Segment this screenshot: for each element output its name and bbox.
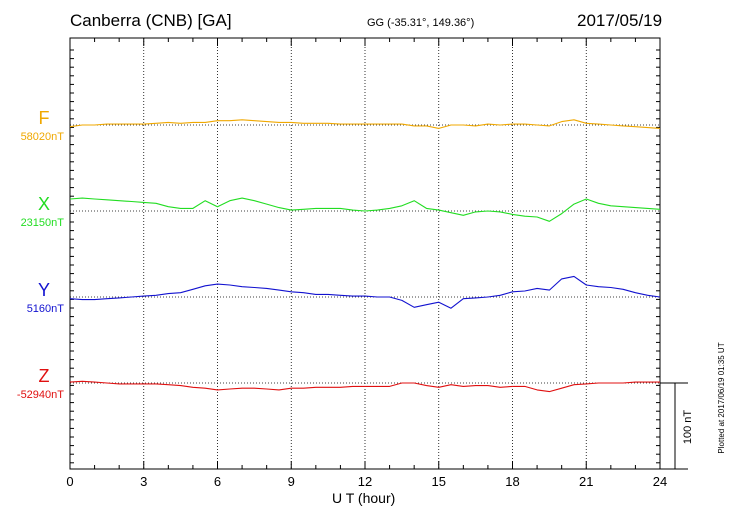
station-title: Canberra (CNB) [GA] bbox=[70, 11, 232, 30]
series-baseline-f: 58020nT bbox=[21, 131, 65, 143]
x-tick-label: 24 bbox=[653, 474, 667, 489]
series-baseline-x: 23150nT bbox=[21, 217, 65, 229]
series-line-f bbox=[69, 119, 661, 129]
x-tick-label: 21 bbox=[579, 474, 593, 489]
series-line-z bbox=[69, 380, 660, 393]
x-tick-label: 15 bbox=[432, 474, 446, 489]
series-baseline-y: 5160nT bbox=[27, 303, 65, 315]
series-name-z: Z bbox=[39, 366, 50, 386]
date-label: 2017/05/19 bbox=[577, 11, 663, 30]
x-tick-label: 3 bbox=[140, 474, 147, 489]
x-tick-label: 6 bbox=[214, 474, 221, 489]
x-tick-label: 9 bbox=[288, 474, 295, 489]
series-line-x bbox=[69, 197, 661, 222]
x-tick-label: 12 bbox=[358, 474, 372, 489]
plotted-at-note: Plotted at 2017/06/19 01:35 UT bbox=[717, 342, 726, 453]
series-name-f: F bbox=[39, 108, 50, 128]
series-name-x: X bbox=[38, 194, 50, 214]
series-name-y: Y bbox=[38, 280, 50, 300]
x-axis-label: U T (hour) bbox=[332, 490, 396, 506]
coordinates-label: GG (-35.31°, 149.36°) bbox=[367, 17, 475, 29]
x-tick-label: 18 bbox=[505, 474, 519, 489]
series-baseline-z: -52940nT bbox=[17, 389, 64, 401]
series-line-y bbox=[69, 275, 661, 309]
scale-bar-label: 100 nT bbox=[682, 410, 694, 445]
x-tick-label: 0 bbox=[66, 474, 73, 489]
